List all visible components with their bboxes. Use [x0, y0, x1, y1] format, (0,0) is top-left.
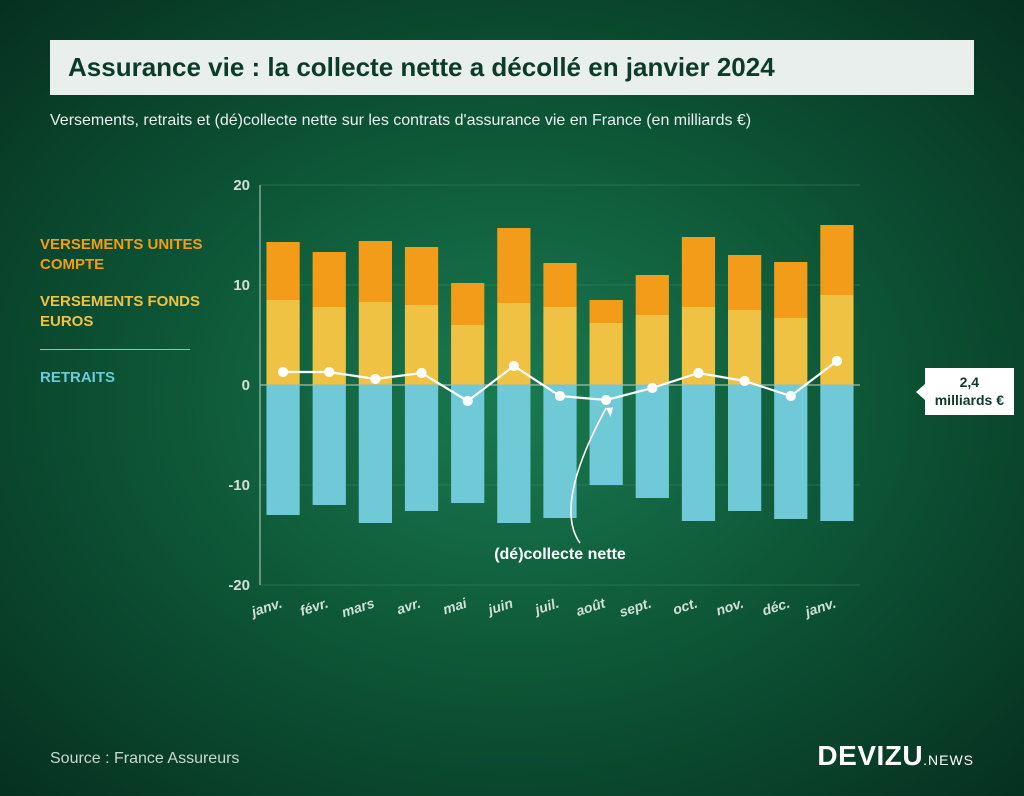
- callout-unit: milliards €: [935, 392, 1004, 408]
- svg-text:-10: -10: [228, 477, 250, 494]
- chart-area: -20-1001020janv.févr.marsavr.maijuinjuil…: [220, 175, 890, 615]
- legend-unites-compte: VERSEMENTS UNITES COMPTE: [40, 235, 210, 274]
- legend: VERSEMENTS UNITES COMPTE VERSEMENTS FOND…: [40, 235, 210, 406]
- svg-text:mai: mai: [441, 594, 470, 617]
- brand-logo: DEVIZU.NEWS: [817, 740, 974, 772]
- callout-value: 2,4: [960, 374, 979, 390]
- svg-text:nov.: nov.: [714, 595, 746, 619]
- svg-text:20: 20: [233, 177, 250, 194]
- svg-text:janv.: janv.: [248, 595, 284, 620]
- legend-fonds-euros: VERSEMENTS FONDS EUROS: [40, 292, 210, 331]
- legend-retraits: RETRAITS: [40, 368, 210, 388]
- svg-text:avr.: avr.: [395, 595, 423, 618]
- chart-title: Assurance vie : la collecte nette a déco…: [68, 52, 956, 83]
- svg-text:sept.: sept.: [617, 595, 653, 620]
- chart-title-box: Assurance vie : la collecte nette a déco…: [50, 40, 974, 95]
- svg-text:juin: juin: [484, 595, 515, 619]
- svg-text:oct.: oct.: [671, 595, 700, 618]
- chart-subtitle: Versements, retraits et (dé)collecte net…: [50, 112, 974, 130]
- svg-text:août: août: [574, 594, 608, 619]
- svg-text:-20: -20: [228, 577, 250, 594]
- svg-text:déc.: déc.: [760, 595, 792, 619]
- chart-svg: -20 -10 0 10 20 janv. févr. mars avr. maijuin juil…: [220, 175, 890, 655]
- svg-text:0: 0: [242, 377, 250, 394]
- legend-divider: [40, 349, 190, 350]
- source-text: Source : France Assureurs: [50, 750, 239, 768]
- brand-name: DEVIZU: [817, 740, 923, 771]
- svg-text:10: 10: [233, 277, 250, 294]
- brand-suffix: .NEWS: [923, 752, 974, 768]
- callout-box: 2,4 milliards €: [925, 368, 1014, 415]
- svg-text:janv.: janv.: [801, 595, 837, 620]
- svg-text:févr.: févr.: [298, 595, 330, 619]
- svg-text:(dé)collecte nette: (dé)collecte nette: [494, 546, 626, 563]
- svg-text:juil.: juil.: [531, 595, 561, 618]
- svg-text:mars: mars: [340, 595, 377, 621]
